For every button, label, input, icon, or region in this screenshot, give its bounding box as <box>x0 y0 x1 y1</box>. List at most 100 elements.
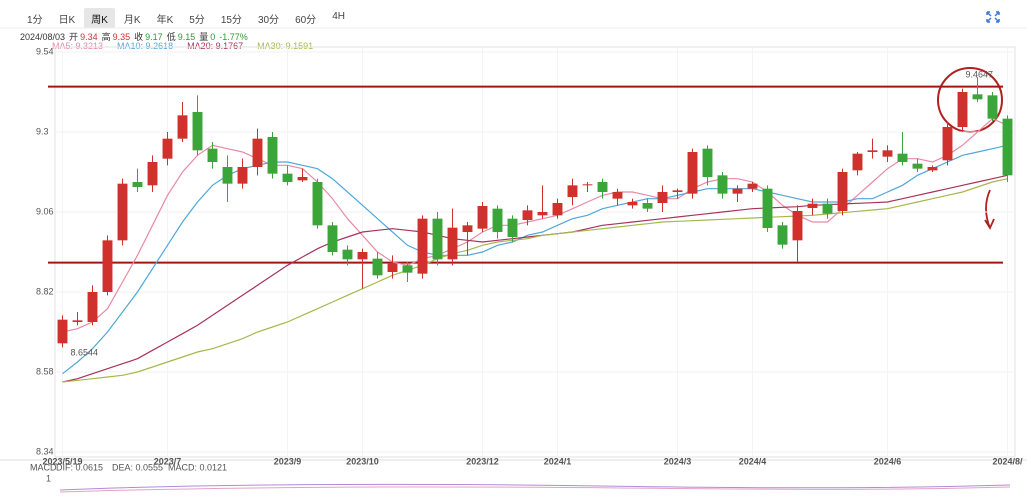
candle-body <box>117 183 128 241</box>
candle-body <box>627 202 638 206</box>
candle-body <box>327 225 338 252</box>
candle-body <box>147 162 158 186</box>
candle-body <box>792 211 803 241</box>
macd-item: MACD: 0.0121 <box>168 462 227 472</box>
candle-body <box>837 172 848 211</box>
info-date: 2024/08/03 <box>20 32 66 42</box>
period-tab[interactable]: 5分 <box>189 15 205 26</box>
info-item: 低 <box>166 32 176 42</box>
candle-body <box>177 115 188 139</box>
candle-body <box>657 192 668 203</box>
candle-body <box>207 148 218 162</box>
macd-tick: 1 <box>46 473 51 483</box>
x-tick-label: 2023/9 <box>274 456 302 466</box>
candle-body <box>822 203 833 214</box>
y-tick-label: 9.54 <box>36 46 54 56</box>
x-tick-label: 2024/8/ <box>992 456 1023 466</box>
candle-body <box>492 208 503 232</box>
candle-body <box>342 249 353 260</box>
period-tab[interactable]: 60分 <box>295 15 317 26</box>
info-item: 9.17 <box>145 32 163 42</box>
candle-body <box>942 127 953 161</box>
candle-body <box>567 185 578 197</box>
macd-title: MACD <box>30 462 57 472</box>
ma-line <box>62 117 1008 333</box>
x-tick-label: 2023/7 <box>154 456 182 466</box>
x-tick-label: 2024/3 <box>664 456 692 466</box>
candle-body <box>87 292 98 322</box>
fullscreen-icon[interactable] <box>986 11 1000 23</box>
candle-body <box>957 92 968 127</box>
macd-curve <box>59 483 1011 491</box>
candle-body <box>912 163 923 169</box>
candle-body <box>582 184 593 186</box>
candle-body <box>612 192 623 199</box>
period-tab[interactable]: 30分 <box>257 15 280 26</box>
x-tick-label: 2023/5/19 <box>42 456 82 466</box>
period-toolbar: 1分 日K 周K 月K 年K 5分 15分 30分 60分 4H <box>20 8 352 28</box>
candle-body <box>777 225 788 245</box>
candle-body <box>252 138 263 167</box>
ma-line <box>62 144 1008 375</box>
candle-body <box>237 167 248 184</box>
info-item: 开 <box>69 32 79 42</box>
macd-curve <box>59 486 1011 493</box>
candle-body <box>882 150 893 157</box>
legend-entry: MA5: 9.3213 <box>52 41 104 51</box>
candle-body <box>1002 118 1013 176</box>
x-tick-label: 2023/12 <box>466 456 499 466</box>
ohlc-info: 2024/08/03 开 9.34 高 9.35 收 9.17 低 9.15 量 0 -1.77% <box>20 30 252 43</box>
candle-body <box>507 218 518 237</box>
candle-body <box>432 218 443 260</box>
period-tab[interactable]: 1分 <box>27 15 43 26</box>
x-tick-label: 2024/4 <box>739 456 767 466</box>
info-item: 量 <box>199 32 209 42</box>
candle-body <box>282 173 293 182</box>
period-tab[interactable]: 年K <box>156 15 174 26</box>
candle-body <box>222 167 233 184</box>
info-item: -1.77% <box>219 32 248 42</box>
candle-body <box>387 263 398 272</box>
period-tab[interactable]: 15分 <box>220 15 242 26</box>
info-item: 收 <box>134 32 144 42</box>
candle-body <box>717 175 728 194</box>
candle-body <box>747 183 758 189</box>
candle-body <box>72 320 83 322</box>
ma-line <box>62 178 1008 383</box>
candle-body <box>102 240 113 292</box>
macd-item: DIF: 0.0615 <box>56 462 103 472</box>
candle-body <box>897 153 908 162</box>
candle-body <box>192 112 203 151</box>
candle-body <box>477 206 488 229</box>
plot-frame <box>54 46 1016 458</box>
legend-entry: MA10: 9.2618 <box>117 41 174 51</box>
x-tick-label: 2024/6 <box>874 456 902 466</box>
y-tick-label: 9.06 <box>36 206 54 216</box>
candle-body <box>357 252 368 260</box>
macd-item: DEA: 0.0555 <box>112 462 163 472</box>
info-item: 9.35 <box>112 32 131 42</box>
candle-body <box>462 225 473 232</box>
candle-body <box>852 153 863 171</box>
period-tab[interactable]: 周K <box>84 8 115 28</box>
candle-body <box>552 203 563 216</box>
candle-body <box>687 152 698 194</box>
candle-body <box>972 94 983 100</box>
candle-body <box>312 182 323 226</box>
candle-body <box>522 210 533 220</box>
candle-body <box>867 150 878 152</box>
info-item: 9.15 <box>177 32 196 42</box>
y-tick-label: 8.58 <box>36 366 54 376</box>
candle-body <box>372 258 383 276</box>
period-tab[interactable]: 月K <box>123 15 141 26</box>
candle-body <box>447 227 458 260</box>
period-tab[interactable]: 日K <box>58 15 76 26</box>
x-tick-label: 2024/1 <box>544 456 572 466</box>
candle-body <box>807 203 818 208</box>
candle-body <box>927 167 938 171</box>
period-tab[interactable]: 4H <box>332 11 345 22</box>
candle-body <box>537 212 548 216</box>
candle-body <box>57 319 68 344</box>
candle-body <box>672 190 683 192</box>
